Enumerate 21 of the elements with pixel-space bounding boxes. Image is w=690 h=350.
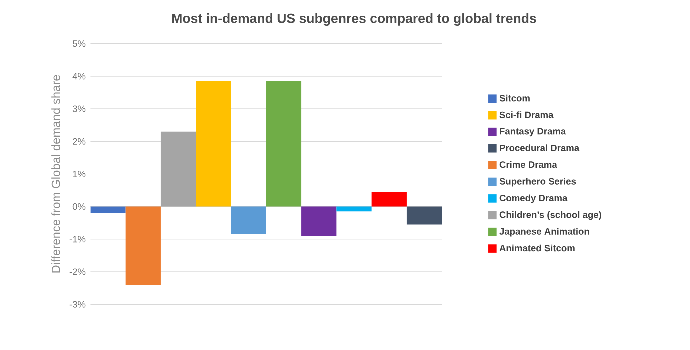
- legend-label: Crime Drama: [500, 161, 558, 168]
- y-axis-title: Difference from Global demand share: [52, 75, 60, 273]
- legend-label: Animated Sitcom: [500, 244, 575, 252]
- legend-label: Japanese Animation: [500, 228, 590, 237]
- y-tick-label: -3%: [70, 301, 86, 308]
- legend-label: Sitcom: [500, 94, 530, 102]
- legend-label: Children’s (school age): [500, 211, 602, 220]
- legend-label: Superhero Series: [500, 178, 576, 187]
- y-tick-label: 5%: [72, 40, 86, 48]
- legend-label: Fantasy Drama: [500, 128, 566, 137]
- legend-label: Procedural Drama: [500, 144, 580, 152]
- y-tick-label: 0%: [72, 204, 86, 210]
- y-tick-label: 3%: [72, 106, 86, 112]
- y-tick-label: 4%: [72, 73, 86, 80]
- y-tick-label: 1%: [73, 171, 86, 178]
- legend-label: Sci-fi Drama: [500, 112, 554, 118]
- y-tick-label: -2%: [70, 268, 86, 276]
- y-tick-label: -1%: [70, 236, 86, 243]
- legend-label: Comedy Drama: [500, 194, 568, 204]
- y-tick-label: 2%: [73, 138, 86, 145]
- chart-title: Most in-demand US subgenres compared to global trends: [172, 14, 536, 26]
